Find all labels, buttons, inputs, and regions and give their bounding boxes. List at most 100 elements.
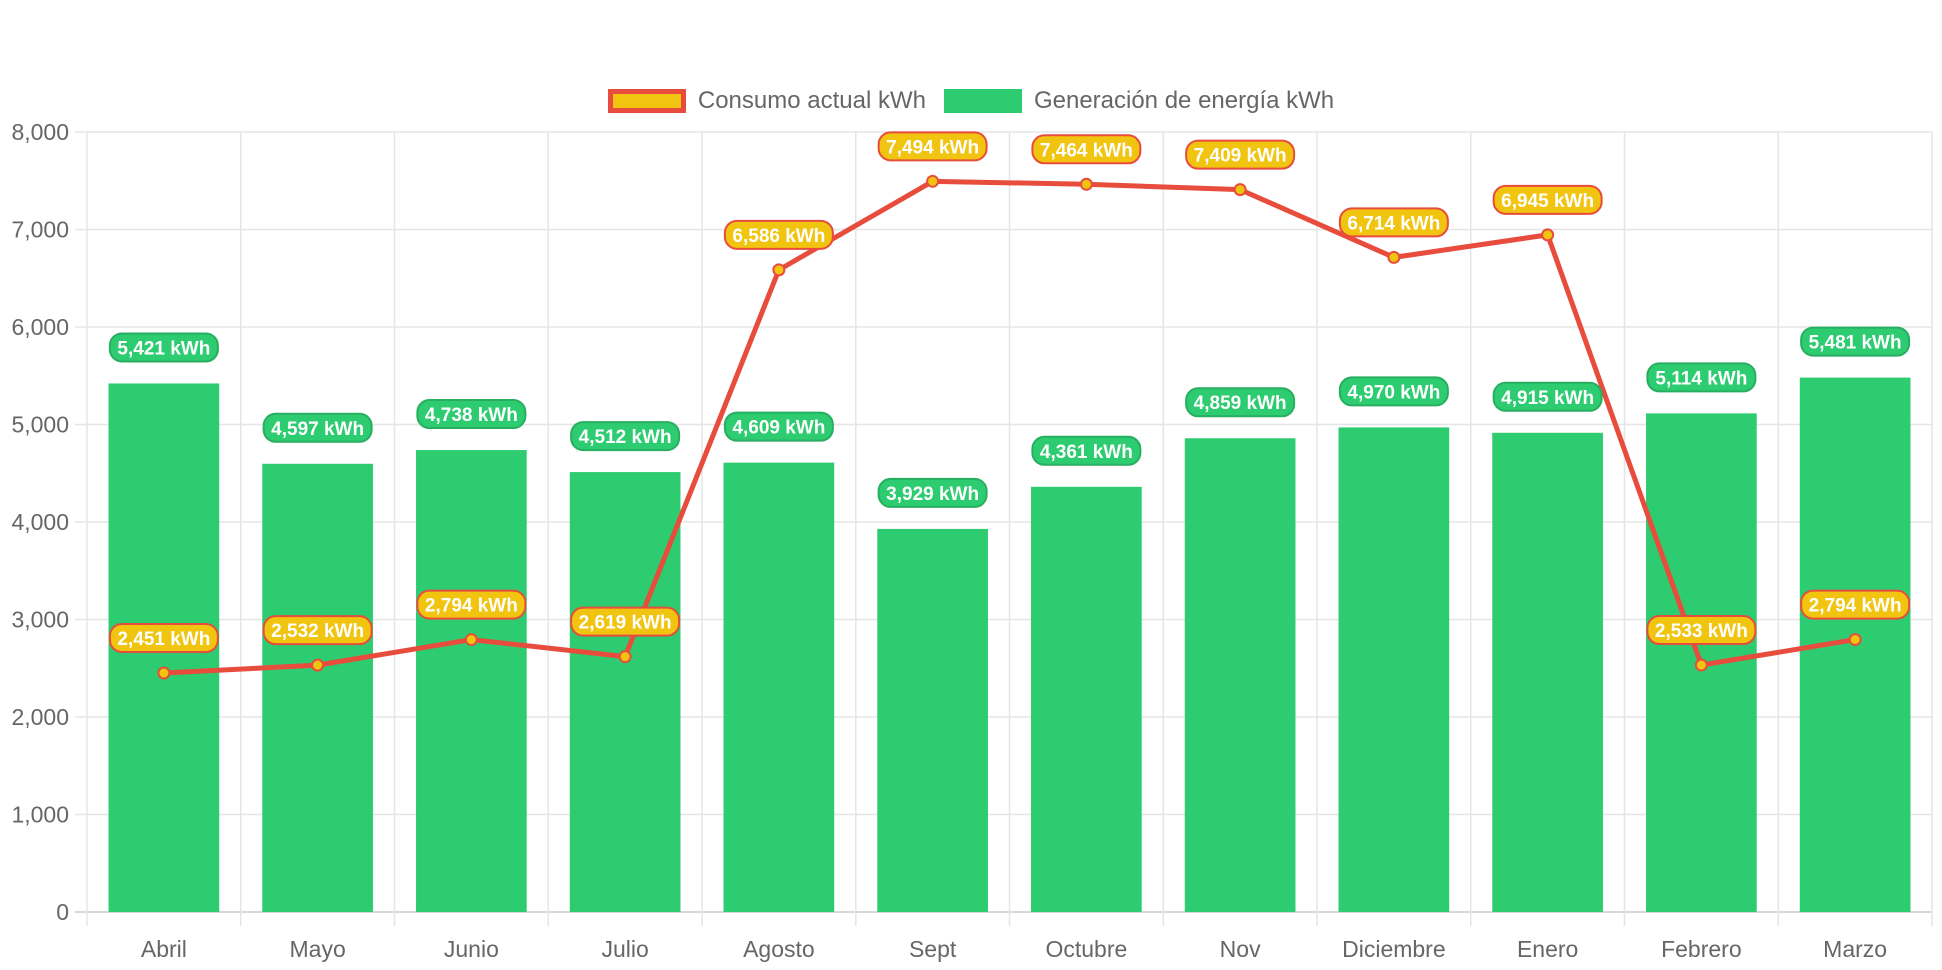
bar: [1338, 427, 1450, 912]
bar-data-label-bg: [1031, 435, 1142, 466]
x-tick-label: Enero: [1517, 936, 1578, 962]
x-tick-label: Mayo: [290, 936, 346, 962]
line-data-label: 2,532 kWh: [271, 621, 364, 642]
bar-data-label-bg: [1800, 326, 1911, 357]
line-data-label: 2,794 kWh: [425, 596, 518, 617]
line-data-label: 7,409 kWh: [1194, 146, 1287, 167]
chart-grid: [75, 131, 1933, 926]
bar: [723, 462, 835, 912]
line-data-label: 2,451 kWh: [117, 629, 210, 650]
legend-swatch-consumo: [607, 89, 686, 113]
x-tick-label: Sept: [909, 936, 957, 962]
line-data-label-bg: [1338, 207, 1449, 238]
bar-data-label: 5,481 kWh: [1809, 333, 1902, 354]
line-data-label-bg: [416, 589, 527, 620]
bar-data-label: 4,609 kWh: [732, 418, 825, 439]
x-tick-label: Julio: [601, 936, 648, 962]
x-tick-label: Febrero: [1661, 936, 1742, 962]
y-axis: 0 1,000 2,000 3,000 4,000 5,000 6,000 7,000 8,00…: [11, 119, 69, 925]
line-data-label: 6,945 kWh: [1501, 191, 1594, 212]
bar: [416, 450, 527, 912]
bar: [262, 463, 373, 912]
legend-swatch-generacion: [943, 89, 1022, 113]
line-point: [157, 666, 171, 680]
y-tick-label: 5,000: [11, 412, 69, 438]
line-point: [311, 658, 325, 672]
line-data-label-bg: [570, 606, 681, 637]
line-data-label: 7,494 kWh: [886, 137, 979, 158]
y-tick-label: 6,000: [11, 314, 69, 340]
line-point: [1541, 228, 1555, 242]
y-tick-label: 1,000: [11, 802, 69, 828]
x-axis: Abril Mayo Junio Julio Agosto Sept Octubre Nov D…: [141, 936, 1887, 962]
x-tick-label: Octubre: [1045, 936, 1127, 962]
x-tick-label: Marzo: [1823, 936, 1887, 962]
line-data-label-bg: [1031, 134, 1142, 165]
line-data-label-bg: [108, 623, 219, 654]
bar-data-label: 5,114 kWh: [1655, 368, 1747, 389]
bar-data-label: 4,512 kWh: [579, 427, 672, 448]
line-data-label: 2,794 kWh: [1809, 596, 1902, 617]
bar-data-label: 4,361 kWh: [1040, 442, 1133, 463]
line-point: [1387, 250, 1401, 264]
line-data-label-bg: [1800, 589, 1911, 620]
line-data-label-bg: [1492, 184, 1603, 215]
legend-label-consumo: Consumo actual kWh: [697, 87, 926, 114]
bar-data-label-bg: [108, 332, 219, 363]
line-data-label-bg: [262, 615, 373, 646]
line-point: [1848, 633, 1862, 647]
line-data-label: 2,619 kWh: [579, 613, 672, 634]
bar-data-label: 4,915 kWh: [1501, 388, 1594, 409]
bar: [569, 472, 681, 912]
bar-data-label-bg: [1646, 362, 1757, 393]
x-tick-label: Agosto: [743, 936, 815, 962]
line-point: [618, 650, 632, 664]
y-tick-label: 2,000: [11, 704, 69, 730]
bar-data-label-bg: [416, 399, 527, 430]
y-tick-label: 0: [56, 899, 69, 925]
line-data-label: 6,586 kWh: [732, 226, 825, 247]
bar-data-label-bg: [1185, 387, 1296, 418]
bar-data-label-bg: [1492, 381, 1603, 412]
line-point: [1233, 183, 1247, 197]
line-point: [926, 174, 940, 188]
bar-data-label: 3,929 kWh: [886, 484, 979, 505]
x-tick-label: Junio: [444, 936, 499, 962]
bar-data-label-bg: [1338, 376, 1449, 407]
bar-data-label-bg: [723, 411, 834, 442]
bar: [1031, 486, 1142, 912]
bar: [877, 528, 988, 912]
bar: [1184, 438, 1296, 912]
bar-data-label: 4,597 kWh: [271, 419, 364, 440]
line-data-label-bg: [723, 219, 834, 250]
line-point: [1079, 177, 1093, 191]
line-point: [772, 263, 786, 277]
bar-data-label-bg: [877, 477, 988, 508]
x-tick-label: Abril: [141, 936, 187, 962]
bar-data-label-bg: [262, 412, 373, 443]
line-point: [1694, 658, 1708, 672]
bar-data-label: 4,970 kWh: [1347, 382, 1440, 403]
y-tick-label: 3,000: [11, 607, 69, 633]
bar: [1492, 432, 1603, 912]
line-data-label: 6,714 kWh: [1347, 213, 1440, 234]
line-data-label-bg: [1185, 139, 1296, 170]
bar-data-label-bg: [570, 421, 681, 452]
legend-item-consumo[interactable]: Consumo actual kWh: [607, 87, 926, 115]
chart-legend: Consumo actual kWh Generación de energía…: [0, 84, 1942, 118]
y-tick-label: 4,000: [11, 509, 69, 535]
line-data-label-bg: [877, 131, 988, 162]
line-data-label: 7,464 kWh: [1040, 140, 1133, 161]
y-tick-label: 7,000: [11, 217, 69, 243]
line-point: [464, 633, 478, 647]
line-path: [163, 178, 1856, 676]
line-data-label: 2,533 kWh: [1655, 621, 1748, 642]
legend-item-generacion[interactable]: Generación de energía kWh: [943, 87, 1335, 115]
x-tick-label: Nov: [1220, 936, 1261, 962]
y-tick-label: 8,000: [11, 119, 69, 145]
bar-data-label: 4,859 kWh: [1194, 393, 1287, 414]
legend-label-generacion: Generación de energía kWh: [1033, 87, 1335, 114]
line-series: [157, 174, 1862, 680]
data-labels: 5,421 kWh 4,597 kWh 4,738 kWh 4,512 kWh 4,60…: [108, 131, 1911, 654]
